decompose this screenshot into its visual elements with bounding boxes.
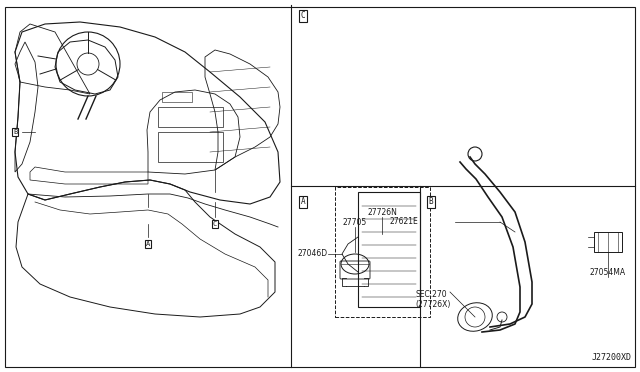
- Text: 27726N: 27726N: [367, 208, 397, 217]
- Bar: [158, 132, 223, 162]
- Bar: [335, 187, 430, 317]
- Text: 27705: 27705: [343, 218, 367, 227]
- Text: C: C: [213, 221, 217, 227]
- Text: A: A: [146, 241, 150, 247]
- Text: B: B: [429, 198, 433, 206]
- Text: A: A: [301, 198, 305, 206]
- Text: B: B: [13, 129, 17, 135]
- Bar: [594, 232, 622, 252]
- Bar: [162, 92, 192, 102]
- Bar: [158, 107, 223, 127]
- Bar: [358, 192, 420, 307]
- Text: J27200XD: J27200XD: [592, 353, 632, 362]
- Text: 27046D: 27046D: [298, 250, 328, 259]
- Text: 27054MA: 27054MA: [590, 268, 626, 277]
- Text: 27621E: 27621E: [390, 218, 419, 227]
- Text: C: C: [301, 12, 305, 20]
- Text: SEC.270
(27726X): SEC.270 (27726X): [415, 290, 451, 310]
